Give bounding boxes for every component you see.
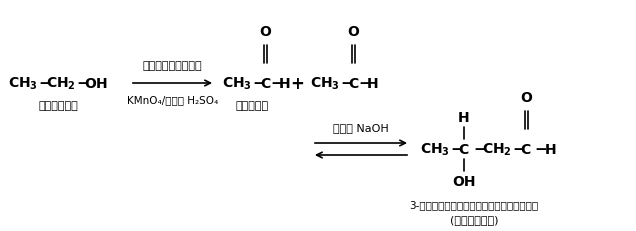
Text: $\mathdefault{C}$: $\mathdefault{C}$	[459, 142, 470, 156]
Text: $\mathdefault{CH_3}$: $\mathdefault{CH_3}$	[310, 76, 340, 92]
Text: −: −	[534, 142, 547, 157]
Text: $\mathdefault{CH_3}$: $\mathdefault{CH_3}$	[8, 76, 38, 92]
Text: $\mathdefault{CH_2}$: $\mathdefault{CH_2}$	[46, 76, 76, 92]
Text: $\mathdefault{C}$: $\mathdefault{C}$	[260, 77, 272, 91]
Text: $\mathdefault{CH_3}$: $\mathdefault{CH_3}$	[420, 141, 450, 158]
Text: O: O	[520, 91, 532, 105]
Text: $\mathdefault{H}$: $\mathdefault{H}$	[278, 77, 291, 91]
Text: $\mathdefault{CH_3}$: $\mathdefault{CH_3}$	[222, 76, 252, 92]
Text: −: −	[340, 76, 353, 91]
Text: −: −	[76, 76, 89, 91]
Text: $\mathdefault{OH}$: $\mathdefault{OH}$	[84, 77, 108, 91]
Text: एथेनॉल: एथेनॉल	[38, 100, 78, 110]
Text: $\mathdefault{H}$: $\mathdefault{H}$	[544, 142, 556, 156]
Text: तनु NaOH: तनु NaOH	[333, 122, 389, 132]
Text: $\mathdefault{C}$: $\mathdefault{C}$	[520, 142, 532, 156]
Text: आॉक्सीकरण: आॉक्सीकरण	[142, 61, 202, 71]
Text: एथेनल: एथेनल	[235, 100, 268, 110]
Text: $\mathdefault{CH_2}$: $\mathdefault{CH_2}$	[482, 141, 512, 158]
Text: −: −	[358, 76, 371, 91]
Text: $\mathdefault{C}$: $\mathdefault{C}$	[348, 77, 359, 91]
Text: $\mathdefault{H}$: $\mathdefault{H}$	[366, 77, 378, 91]
Text: KMnO₄/तनु H₂SO₄: KMnO₄/तनु H₂SO₄	[127, 94, 218, 105]
Text: −: −	[512, 142, 525, 157]
Text: −: −	[473, 142, 486, 157]
Text: O: O	[347, 25, 359, 39]
Text: −: −	[450, 142, 463, 157]
Text: OH: OH	[452, 174, 476, 188]
Text: O: O	[259, 25, 271, 39]
Text: H: H	[458, 110, 470, 125]
Text: −: −	[252, 76, 265, 91]
Text: 3-हाइड्रॉक्सीब्यूटेनल: 3-हाइड्रॉक्सीब्यूटेनल	[410, 199, 539, 209]
Text: (एल्डॉल): (एल्डॉल)	[450, 214, 498, 224]
Text: −: −	[270, 76, 283, 91]
Text: −: −	[38, 76, 51, 91]
Text: +: +	[290, 75, 304, 93]
